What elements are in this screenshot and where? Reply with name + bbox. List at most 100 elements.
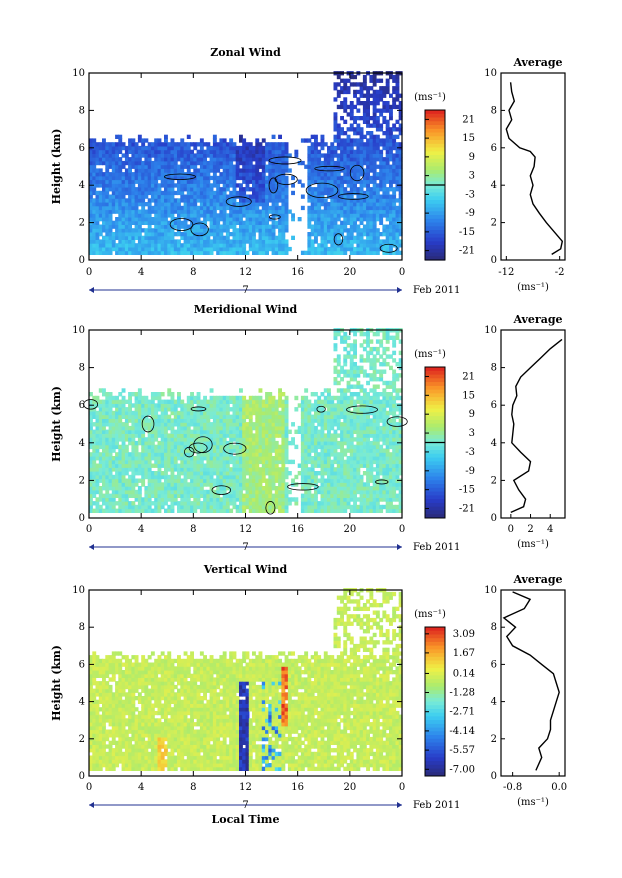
heatmap-cell (347, 90, 351, 94)
heatmap-cell (373, 225, 377, 229)
heatmap-cell (307, 138, 311, 142)
heatmap-cell (321, 195, 325, 199)
colorbar-segment (425, 208, 445, 212)
heatmap-cell (118, 168, 122, 172)
heatmap-cell (187, 168, 191, 172)
heatmap-cell (216, 221, 220, 225)
heatmap-cell (285, 467, 289, 471)
heatmap-cell (281, 392, 285, 396)
heatmap-cell (363, 135, 367, 139)
heatmap-cell (259, 396, 263, 400)
heatmap-cell (285, 400, 289, 404)
heatmap-cell (255, 206, 259, 210)
heatmap-cell (334, 97, 338, 101)
heatmap-cell (144, 138, 148, 142)
heatmap-cell (219, 232, 223, 236)
avg-y-tick-label: 2 (491, 218, 497, 229)
heatmap-cell (285, 228, 289, 232)
heatmap-cell (200, 146, 204, 150)
heatmap-cell (252, 232, 256, 236)
heatmap-cell (373, 112, 377, 116)
heatmap-cell (291, 422, 295, 426)
heatmap-cell (291, 176, 295, 180)
heatmap-cell (360, 127, 364, 131)
heatmap-cell (386, 86, 390, 90)
heatmap-cell (272, 228, 276, 232)
colorbar-segment (425, 234, 445, 238)
heatmap-cell (389, 183, 393, 187)
heatmap-cell (249, 415, 253, 419)
heatmap-cell (96, 396, 100, 400)
heatmap-cell (109, 251, 113, 255)
heatmap-cell (99, 168, 103, 172)
heatmap-cell (389, 150, 393, 154)
heatmap-cell (294, 501, 298, 505)
colorbar-segment (425, 253, 445, 257)
heatmap-cell (324, 142, 328, 146)
heatmap-cell (356, 124, 360, 128)
heatmap-cell (131, 239, 135, 243)
heatmap-cell (337, 172, 341, 176)
heatmap-cell (285, 475, 289, 479)
heatmap-cell (122, 388, 126, 392)
heatmap-cell (193, 202, 197, 206)
heatmap-cell (340, 116, 344, 120)
heatmap-cell (392, 195, 396, 199)
heatmap-cell (213, 135, 217, 139)
heatmap-cell (229, 161, 233, 165)
heatmap-cell (376, 146, 380, 150)
heatmap-cell (373, 75, 377, 79)
heatmap-cell (128, 396, 132, 400)
heatmap-1 (89, 71, 403, 255)
heatmap-cell (164, 135, 168, 139)
heatmap-cell (262, 138, 266, 142)
heatmap-cell (373, 221, 377, 225)
heatmap-cell (288, 501, 292, 505)
y-tick-label: 0 (79, 255, 85, 266)
heatmap-cell (366, 112, 370, 116)
heatmap-cell (337, 82, 341, 86)
heatmap-cell (366, 183, 370, 187)
heatmap-cell (255, 168, 259, 172)
heatmap-cell (96, 236, 100, 240)
heatmap-cell (389, 247, 393, 251)
heatmap-cell (171, 471, 175, 475)
heatmap-cell (337, 217, 341, 221)
colorbar-tick-label: -9 (465, 208, 475, 219)
heatmap-cell (360, 131, 364, 135)
heatmap-cell (304, 396, 308, 400)
heatmap-cell (330, 157, 334, 161)
heatmap-2 (84, 328, 408, 514)
heatmap-cell (376, 251, 380, 255)
heatmap-cell (285, 509, 289, 513)
heatmap-cell (109, 452, 113, 456)
colorbar-segment (425, 114, 445, 118)
heatmap-cell (96, 221, 100, 225)
heatmap-cell (334, 86, 338, 90)
heatmap-cell (396, 90, 400, 94)
heatmap-cell (369, 86, 373, 90)
heatmap-cell (324, 243, 328, 247)
heatmap-cell (350, 112, 354, 116)
heatmap-cell (171, 396, 175, 400)
heatmap-cell (373, 161, 377, 165)
heatmap-cell (376, 228, 380, 232)
heatmap-cell (109, 213, 113, 217)
heatmap-cell (298, 180, 302, 184)
heatmap-cell (262, 161, 266, 165)
heatmap-cell (239, 217, 243, 221)
heatmap-cell (314, 146, 318, 150)
heatmap-cell (285, 191, 289, 195)
heatmap-cell (291, 236, 295, 240)
heatmap-cell (154, 180, 158, 184)
heatmap-cell (285, 161, 289, 165)
heatmap-cell (376, 135, 380, 139)
heatmap-cell (109, 471, 113, 475)
avg-y-tick-label: 10 (484, 68, 497, 79)
heatmap-cell (122, 396, 126, 400)
colorbar-segment (425, 148, 445, 152)
avg-y-tick-label: 6 (491, 143, 497, 154)
heatmap-cell (373, 105, 377, 109)
colorbar-segment (425, 245, 445, 249)
